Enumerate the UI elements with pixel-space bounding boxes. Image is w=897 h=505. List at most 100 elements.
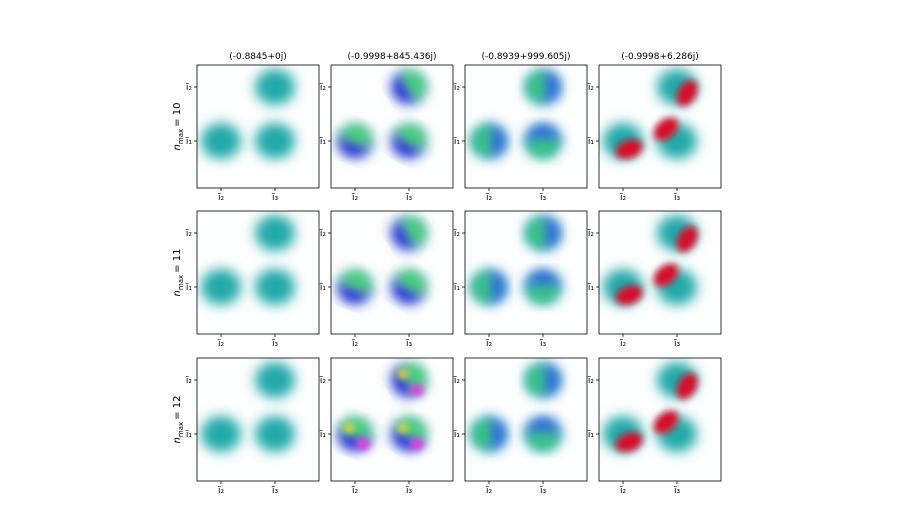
- panel-frame: [464, 64, 588, 189]
- blob: [356, 438, 370, 450]
- red-lobe: [653, 263, 679, 287]
- x-tick-label: ĩ₂: [217, 193, 225, 203]
- blob-part: [527, 287, 559, 303]
- row-symbol: n: [172, 144, 183, 150]
- x-tick-label: ĩ₃: [539, 339, 547, 349]
- y-tick-label: ĩ₂: [453, 83, 461, 93]
- y-tick-label: ĩ₁: [453, 137, 461, 147]
- y-tick-label: ĩ₂: [587, 83, 595, 93]
- blob-part: [527, 364, 543, 396]
- column-title: (-0.8939+999.605j): [481, 52, 570, 62]
- panel-image: [331, 65, 453, 188]
- panel: ĩ₂ ĩ₃ ĩ₂ ĩ₁: [587, 210, 722, 349]
- blob-part: [527, 71, 543, 103]
- x-tick-label: ĩ₃: [271, 193, 279, 203]
- panel-frame: [330, 357, 454, 482]
- blob: [255, 69, 295, 105]
- y-tick-label: ĩ₁: [587, 283, 595, 293]
- red-lobe: [615, 139, 643, 159]
- blob-part: [489, 125, 505, 157]
- panel: ĩ₂ ĩ₃ ĩ₂ ĩ₁: [185, 210, 320, 349]
- column-title: (-0.8845+0j): [229, 52, 287, 62]
- y-tick-label: ĩ₂: [587, 229, 595, 239]
- blob: [255, 416, 295, 452]
- blob-part: [473, 125, 489, 157]
- blob: [201, 123, 241, 159]
- y-tick-label: ĩ₂: [185, 229, 193, 239]
- panel-image: [599, 358, 721, 481]
- row-equals: = 10: [172, 103, 183, 127]
- panel: ĩ₂ ĩ₃ ĩ₂ ĩ₁: [319, 357, 454, 496]
- blob: [397, 369, 409, 379]
- y-tick-label: ĩ₂: [587, 376, 595, 386]
- column-title: (-0.9998+845.436j): [347, 52, 436, 62]
- x-tick-label: ĩ₃: [673, 486, 681, 496]
- panel-image: [599, 211, 721, 334]
- blob-part: [489, 418, 505, 450]
- panel-frame: [330, 210, 454, 335]
- panel-frame: [330, 64, 454, 189]
- x-tick-label: ĩ₃: [271, 339, 279, 349]
- panel-image: [197, 211, 319, 334]
- panel: ĩ₂ ĩ₃ ĩ₂ ĩ₁: [185, 357, 320, 496]
- blob-part: [473, 418, 489, 450]
- red-lobe: [653, 410, 679, 434]
- column-title: (-0.9998+6.286j): [621, 52, 699, 62]
- x-tick-label: ĩ₃: [539, 486, 547, 496]
- x-tick-label: ĩ₃: [539, 193, 547, 203]
- x-tick-label: ĩ₃: [673, 339, 681, 349]
- panel-frame: [598, 357, 722, 482]
- x-tick-label: ĩ₂: [485, 486, 493, 496]
- y-tick-label: ĩ₁: [319, 137, 327, 147]
- panel-frame: [598, 210, 722, 335]
- blob-part: [473, 271, 489, 303]
- panel-frame: [196, 357, 320, 482]
- x-tick-label: ĩ₂: [485, 339, 493, 349]
- blob: [255, 215, 295, 251]
- x-tick-label: ĩ₂: [351, 193, 359, 203]
- x-tick-label: ĩ₃: [405, 193, 413, 203]
- row-equals: = 12: [172, 396, 183, 420]
- row-subscript: max: [177, 422, 185, 437]
- panel-image: [465, 358, 587, 481]
- y-tick-label: ĩ₂: [319, 376, 327, 386]
- panel-image: [197, 65, 319, 188]
- panel: ĩ₂ ĩ₃ ĩ₂ ĩ₁: [185, 64, 320, 203]
- blob: [201, 416, 241, 452]
- x-tick-label: ĩ₃: [673, 193, 681, 203]
- blob-part: [527, 271, 559, 287]
- blob-part: [393, 219, 417, 249]
- x-tick-label: ĩ₂: [619, 339, 627, 349]
- panel-image: [331, 358, 453, 481]
- blob: [255, 123, 295, 159]
- row-symbol: n: [172, 290, 183, 296]
- x-tick-label: ĩ₃: [405, 339, 413, 349]
- panel: ĩ₂ ĩ₃ ĩ₂ ĩ₁: [453, 210, 588, 349]
- y-tick-label: ĩ₂: [185, 83, 193, 93]
- row-subscript: max: [177, 275, 185, 290]
- y-tick-label: ĩ₂: [319, 229, 327, 239]
- x-tick-label: ĩ₃: [405, 486, 413, 496]
- row-subscript: max: [177, 129, 185, 144]
- blob-part: [527, 125, 559, 141]
- blob-part: [527, 217, 543, 249]
- red-lobe: [676, 80, 698, 106]
- blob: [343, 423, 355, 433]
- red-lobe: [676, 226, 698, 252]
- panel-frame: [196, 210, 320, 335]
- panel-frame: [464, 357, 588, 482]
- panel: ĩ₂ ĩ₃ ĩ₂ ĩ₁: [587, 64, 722, 203]
- blob-part: [527, 434, 559, 450]
- x-tick-label: ĩ₂: [351, 486, 359, 496]
- blob-part: [339, 125, 371, 147]
- blob: [255, 362, 295, 398]
- panel-frame: [196, 64, 320, 189]
- blob-part: [393, 279, 423, 303]
- blob-part: [339, 281, 371, 303]
- y-tick-label: ĩ₁: [185, 137, 193, 147]
- y-tick-label: ĩ₁: [185, 283, 193, 293]
- blob-part: [401, 71, 425, 101]
- row-label: nmax = 10: [172, 103, 185, 151]
- red-lobe: [676, 373, 698, 399]
